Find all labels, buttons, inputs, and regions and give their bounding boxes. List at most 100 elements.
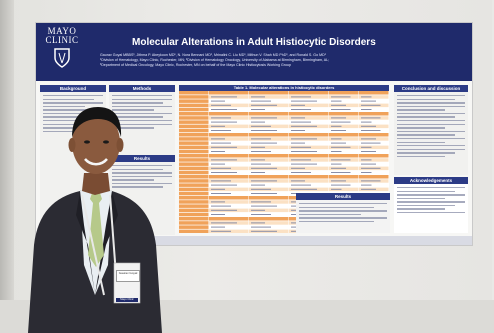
table-cell [179,137,209,141]
table-cell-text [291,117,305,119]
acknowledgements-box: Acknowledgements [394,177,468,233]
table-cell-text [361,184,372,186]
table-cell-text [251,146,265,148]
table-cell [179,95,209,99]
table-cell [359,170,389,175]
head [72,112,120,174]
table-cell [249,175,289,179]
table-cell [209,200,249,204]
table-cell [359,175,389,179]
table-cell [329,162,359,166]
table-cell [179,149,209,154]
mayo-clinic-logo: MAYO CLINIC [40,27,84,77]
table-cell-text [251,138,271,140]
table-cell [289,128,329,133]
table-cell [359,133,389,137]
table-cell [179,166,209,171]
table-cell-text [361,125,376,127]
table-cell [289,116,329,120]
acknowledgements-heading: Acknowledgements [394,177,468,184]
table-cell [209,99,249,103]
table-cell-text [211,230,231,232]
table-cell [179,158,209,162]
table-cell [359,112,389,116]
table-cell-text [291,146,311,148]
table-cell-text [361,146,372,148]
table-cell [289,112,329,116]
table-cell-text [291,121,311,123]
table-cell [179,116,209,120]
table-cell [179,183,209,187]
table-cell [359,154,389,158]
table-cell [179,128,209,133]
table-cell [209,149,249,154]
table-cell [179,141,209,145]
table-cell [359,158,389,162]
table-cell-text [211,138,225,140]
table-cell [329,149,359,154]
table-cell-text [331,146,351,148]
mayo-shield-icon [54,48,70,68]
table-cell [329,187,359,192]
table-cell [209,187,249,192]
table-cell-text [361,172,372,173]
table-cell [249,221,289,225]
table-cell [179,196,209,200]
table-cell-text [291,96,311,98]
table-cell-text [251,205,277,207]
table-cell-text [251,130,277,131]
table-cell-text [291,109,311,110]
table-cell [179,120,209,124]
table-cell-text [291,125,317,127]
table-cell-text [251,172,265,173]
table-cell [249,170,289,175]
table-cell [249,91,289,95]
table-cell-text [211,104,231,106]
table-cell [289,179,329,183]
table-cell-text [251,180,277,182]
table-cell-text [251,230,277,232]
lanyard [81,194,117,296]
table-cell [359,183,389,187]
hair [72,107,122,137]
table-cell-text [211,193,231,194]
table-cell [249,133,289,137]
table-cell [359,107,389,112]
table-cell [289,166,329,171]
table-cell-text [251,222,265,224]
table-cell [179,107,209,112]
table-cell-text [211,96,237,98]
table-cell-text [361,130,381,131]
table-cell [179,191,209,196]
table-cell-text [211,163,225,165]
table-cell [289,141,329,145]
table-cell [329,112,359,116]
poster-footer [36,236,472,245]
table-cell-text [291,104,305,106]
table-cell-text [331,184,351,186]
table-cell-text [331,104,346,106]
table-cell-text [331,188,342,190]
table-cell-text [291,167,305,169]
smile [84,158,108,166]
table-cell [289,154,329,158]
table-cell [359,95,389,99]
table-cell-text [361,138,376,140]
table-cell-text [251,209,265,211]
table-cell [329,137,359,141]
table-cell-text [211,209,237,211]
table-cell-text [331,121,351,123]
table-cell [249,217,289,221]
table-cell-text [331,180,346,182]
table-cell [179,99,209,103]
table-cell-text [361,151,376,152]
authors-line-1: Gaurav Goyal MBBS¹, Jithma P. Abeykoon M… [100,53,326,57]
results-right-heading: Results [296,193,390,200]
right-ear [116,138,124,152]
table-cell-text [361,163,376,165]
neck [82,173,110,195]
table-cell-text [251,125,271,127]
table-cell-text [331,125,342,127]
table-cell-text [251,226,271,228]
table-cell-text [251,151,271,152]
